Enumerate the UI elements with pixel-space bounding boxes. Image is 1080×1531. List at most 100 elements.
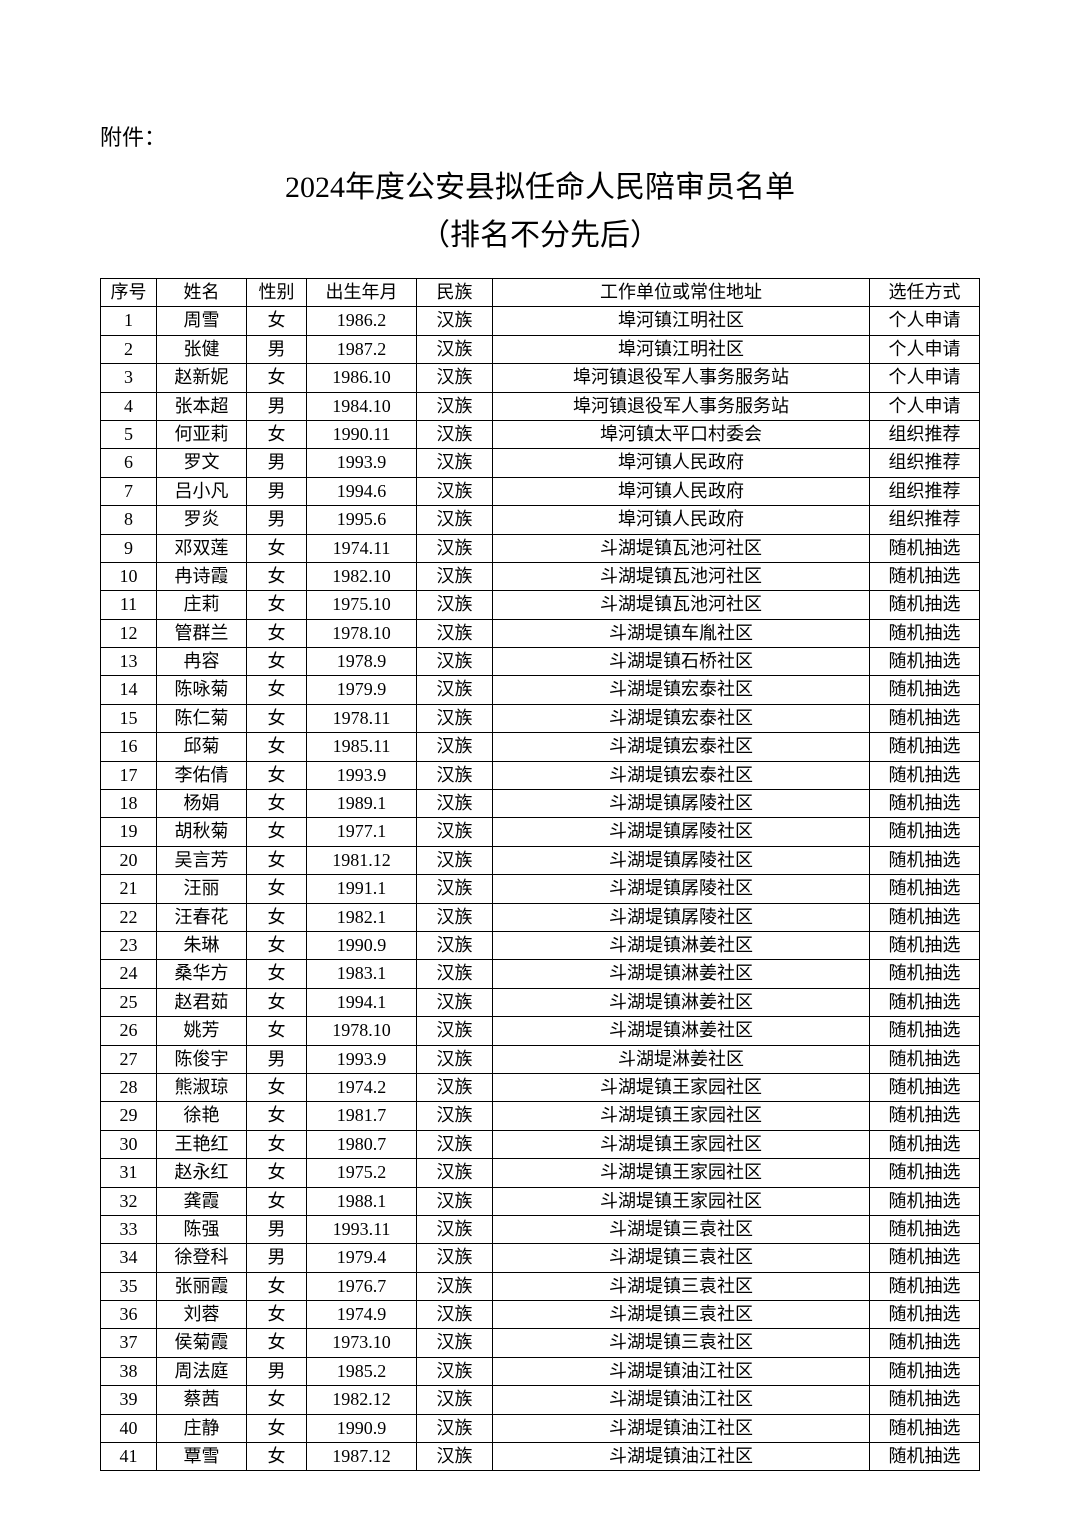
- table-cell: 斗湖堤镇王家园社区: [493, 1187, 870, 1215]
- table-cell: 31: [101, 1159, 157, 1187]
- table-cell: 何亚莉: [157, 420, 247, 448]
- table-cell: 男: [247, 1357, 307, 1385]
- table-cell: 侯菊霞: [157, 1329, 247, 1357]
- table-cell: 斗湖堤镇孱陵社区: [493, 818, 870, 846]
- table-cell: 随机抽选: [870, 704, 980, 732]
- col-header-seq: 序号: [101, 279, 157, 307]
- table-row: 32龚霞女1988.1汉族斗湖堤镇王家园社区随机抽选: [101, 1187, 980, 1215]
- table-cell: 1993.9: [307, 761, 417, 789]
- table-cell: 个人申请: [870, 335, 980, 363]
- table-cell: 1974.11: [307, 534, 417, 562]
- table-cell: 女: [247, 761, 307, 789]
- table-cell: 1994.1: [307, 988, 417, 1016]
- table-cell: 埠河镇退役军人事务服务站: [493, 364, 870, 392]
- table-cell: 汉族: [417, 1329, 493, 1357]
- table-cell: 汉族: [417, 1443, 493, 1471]
- table-cell: 女: [247, 676, 307, 704]
- table-cell: 35: [101, 1272, 157, 1300]
- table-cell: 女: [247, 1073, 307, 1101]
- table-cell: 女: [247, 1102, 307, 1130]
- table-cell: 1976.7: [307, 1272, 417, 1300]
- table-cell: 汉族: [417, 364, 493, 392]
- table-cell: 汉族: [417, 960, 493, 988]
- table-cell: 张丽霞: [157, 1272, 247, 1300]
- col-header-method: 选任方式: [870, 279, 980, 307]
- table-cell: 1981.7: [307, 1102, 417, 1130]
- table-cell: 徐艳: [157, 1102, 247, 1130]
- table-cell: 徐登科: [157, 1244, 247, 1272]
- table-row: 6罗文男1993.9汉族埠河镇人民政府组织推荐: [101, 449, 980, 477]
- table-cell: 1987.2: [307, 335, 417, 363]
- col-header-gender: 性别: [247, 279, 307, 307]
- table-cell: 女: [247, 364, 307, 392]
- table-cell: 女: [247, 790, 307, 818]
- table-cell: 10: [101, 562, 157, 590]
- table-row: 14陈咏菊女1979.9汉族斗湖堤镇宏泰社区随机抽选: [101, 676, 980, 704]
- table-cell: 陈强: [157, 1215, 247, 1243]
- table-cell: 女: [247, 619, 307, 647]
- table-cell: 1974.9: [307, 1301, 417, 1329]
- table-cell: 桑华方: [157, 960, 247, 988]
- table-cell: 随机抽选: [870, 1102, 980, 1130]
- col-header-workplace: 工作单位或常住地址: [493, 279, 870, 307]
- table-cell: 1990.11: [307, 420, 417, 448]
- table-cell: 1985.11: [307, 733, 417, 761]
- table-cell: 组织推荐: [870, 420, 980, 448]
- table-cell: 1978.9: [307, 648, 417, 676]
- table-cell: 8: [101, 506, 157, 534]
- table-row: 21汪丽女1991.1汉族斗湖堤镇孱陵社区随机抽选: [101, 875, 980, 903]
- table-cell: 随机抽选: [870, 1272, 980, 1300]
- table-cell: 34: [101, 1244, 157, 1272]
- table-cell: 埠河镇人民政府: [493, 506, 870, 534]
- table-cell: 随机抽选: [870, 761, 980, 789]
- table-cell: 随机抽选: [870, 1357, 980, 1385]
- table-cell: 30: [101, 1130, 157, 1158]
- table-cell: 1977.1: [307, 818, 417, 846]
- table-cell: 汉族: [417, 335, 493, 363]
- table-cell: 熊淑琼: [157, 1073, 247, 1101]
- table-cell: 汉族: [417, 733, 493, 761]
- table-row: 16邱菊女1985.11汉族斗湖堤镇宏泰社区随机抽选: [101, 733, 980, 761]
- table-row: 36刘蓉女1974.9汉族斗湖堤镇三袁社区随机抽选: [101, 1301, 980, 1329]
- table-cell: 陈仁菊: [157, 704, 247, 732]
- table-row: 20吴言芳女1981.12汉族斗湖堤镇孱陵社区随机抽选: [101, 846, 980, 874]
- table-cell: 1978.10: [307, 1017, 417, 1045]
- table-cell: 1989.1: [307, 790, 417, 818]
- table-cell: 斗湖堤镇油江社区: [493, 1386, 870, 1414]
- table-cell: 5: [101, 420, 157, 448]
- table-cell: 陈俊宇: [157, 1045, 247, 1073]
- table-row: 33陈强男1993.11汉族斗湖堤镇三袁社区随机抽选: [101, 1215, 980, 1243]
- table-cell: 随机抽选: [870, 988, 980, 1016]
- table-cell: 斗湖堤镇油江社区: [493, 1357, 870, 1385]
- table-cell: 斗湖堤镇淋姜社区: [493, 988, 870, 1016]
- table-cell: 张健: [157, 335, 247, 363]
- table-cell: 汉族: [417, 988, 493, 1016]
- table-cell: 随机抽选: [870, 676, 980, 704]
- table-cell: 邱菊: [157, 733, 247, 761]
- table-cell: 随机抽选: [870, 1244, 980, 1272]
- table-cell: 汉族: [417, 846, 493, 874]
- table-cell: 1984.10: [307, 392, 417, 420]
- table-cell: 18: [101, 790, 157, 818]
- table-cell: 刘蓉: [157, 1301, 247, 1329]
- table-cell: 随机抽选: [870, 846, 980, 874]
- table-cell: 朱琳: [157, 931, 247, 959]
- table-cell: 汉族: [417, 1017, 493, 1045]
- table-cell: 汉族: [417, 420, 493, 448]
- table-cell: 男: [247, 449, 307, 477]
- table-cell: 斗湖堤淋姜社区: [493, 1045, 870, 1073]
- table-cell: 40: [101, 1414, 157, 1442]
- table-cell: 龚霞: [157, 1187, 247, 1215]
- table-cell: 赵新妮: [157, 364, 247, 392]
- table-cell: 2: [101, 335, 157, 363]
- table-cell: 13: [101, 648, 157, 676]
- table-cell: 罗文: [157, 449, 247, 477]
- table-cell: 1985.2: [307, 1357, 417, 1385]
- table-cell: 斗湖堤镇淋姜社区: [493, 931, 870, 959]
- table-row: 22汪春花女1982.1汉族斗湖堤镇孱陵社区随机抽选: [101, 903, 980, 931]
- table-cell: 陈咏菊: [157, 676, 247, 704]
- table-cell: 女: [247, 875, 307, 903]
- table-cell: 1: [101, 307, 157, 335]
- table-cell: 斗湖堤镇王家园社区: [493, 1159, 870, 1187]
- table-cell: 庄静: [157, 1414, 247, 1442]
